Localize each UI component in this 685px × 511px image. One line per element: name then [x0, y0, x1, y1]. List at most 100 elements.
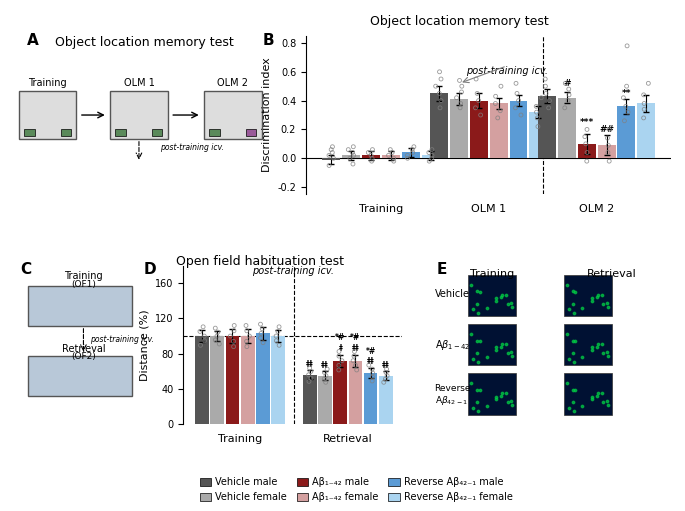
Point [534, 123, 545, 131]
Point [382, 378, 393, 386]
Point [580, 140, 590, 148]
Point [380, 375, 391, 383]
Point [382, 368, 393, 377]
Text: ‡‡: ‡‡ [306, 360, 314, 368]
Point [545, 104, 556, 112]
Bar [538, 96, 556, 158]
Point [474, 288, 485, 296]
Point [591, 342, 602, 351]
Point [425, 151, 436, 159]
Point [228, 337, 239, 345]
Point [600, 148, 611, 156]
Point [423, 157, 434, 165]
Point [364, 377, 375, 385]
Bar [195, 336, 209, 424]
Bar [334, 361, 347, 424]
Bar [577, 144, 595, 158]
Point [563, 306, 574, 314]
Point [592, 291, 603, 299]
Legend: Vehicle male, Vehicle female, Aβ₁₋₄₂ male, Aβ₁₋₄₂ female, Reverse Aβ₄₂₋₁ male, R: Vehicle male, Vehicle female, Aβ₁₋₄₂ mal… [196, 474, 516, 506]
Point [639, 100, 650, 108]
Point [577, 353, 588, 361]
Point [450, 76, 461, 84]
Point [601, 299, 612, 307]
Point [467, 355, 478, 363]
Point [326, 148, 337, 156]
Point [641, 91, 652, 99]
Bar [24, 129, 34, 135]
Text: post-training icv.: post-training icv. [160, 143, 224, 152]
Point [229, 327, 240, 335]
Point [307, 364, 318, 373]
Point [456, 100, 466, 108]
Point [543, 82, 553, 90]
Bar [349, 361, 362, 424]
Text: Training: Training [64, 271, 103, 282]
Point [570, 337, 581, 345]
Point [495, 82, 506, 90]
Point [567, 349, 578, 357]
Point [507, 352, 518, 360]
Point [564, 85, 575, 93]
Point [490, 114, 501, 122]
Text: post-training icv.: post-training icv. [90, 335, 154, 344]
Point [472, 386, 483, 394]
Bar [597, 145, 616, 158]
Point [586, 392, 597, 401]
Point [334, 347, 345, 356]
Text: A$\beta_{1-42}$: A$\beta_{1-42}$ [434, 338, 470, 352]
Point [323, 154, 334, 162]
Point [583, 148, 594, 156]
Point [569, 309, 580, 317]
Point [408, 146, 419, 154]
Point [545, 89, 556, 98]
Bar [490, 104, 508, 158]
Text: ##: ## [599, 125, 614, 134]
Point [472, 337, 483, 345]
Point [273, 337, 284, 345]
Point [385, 148, 396, 156]
Text: **: ** [622, 89, 631, 98]
Point [466, 281, 477, 289]
Point [597, 291, 608, 299]
Point [379, 365, 390, 373]
Point [240, 342, 251, 351]
Point [621, 82, 632, 90]
Text: post-training icv.: post-training icv. [251, 266, 334, 275]
Bar [401, 152, 419, 158]
Text: *#
‡‡: *# ‡‡ [350, 333, 360, 353]
Point [472, 299, 483, 308]
Point [383, 151, 394, 159]
Text: OLM 2: OLM 2 [217, 79, 249, 88]
Point [474, 386, 485, 394]
Point [347, 148, 358, 156]
Bar [510, 101, 527, 158]
Point [364, 373, 375, 381]
Bar [564, 275, 612, 316]
Point [388, 146, 399, 154]
Point [307, 377, 318, 385]
Point [567, 287, 578, 295]
Bar [116, 129, 126, 135]
Point [345, 160, 356, 168]
Text: #: # [563, 79, 571, 88]
Point [228, 321, 239, 330]
Point [511, 104, 522, 112]
Bar [225, 336, 239, 424]
Point [493, 107, 504, 115]
Point [570, 386, 581, 394]
Bar [19, 91, 76, 139]
Text: B: B [262, 33, 274, 48]
Point [562, 281, 573, 289]
Point [256, 334, 267, 342]
Point [586, 297, 597, 305]
Point [501, 340, 512, 349]
Bar [468, 275, 516, 316]
Text: *#
‡‡: *# ‡‡ [366, 346, 376, 366]
Point [492, 92, 503, 100]
Point [367, 365, 378, 373]
Point [473, 89, 484, 98]
Point [240, 327, 251, 335]
Point [306, 370, 316, 379]
Bar [617, 106, 636, 158]
